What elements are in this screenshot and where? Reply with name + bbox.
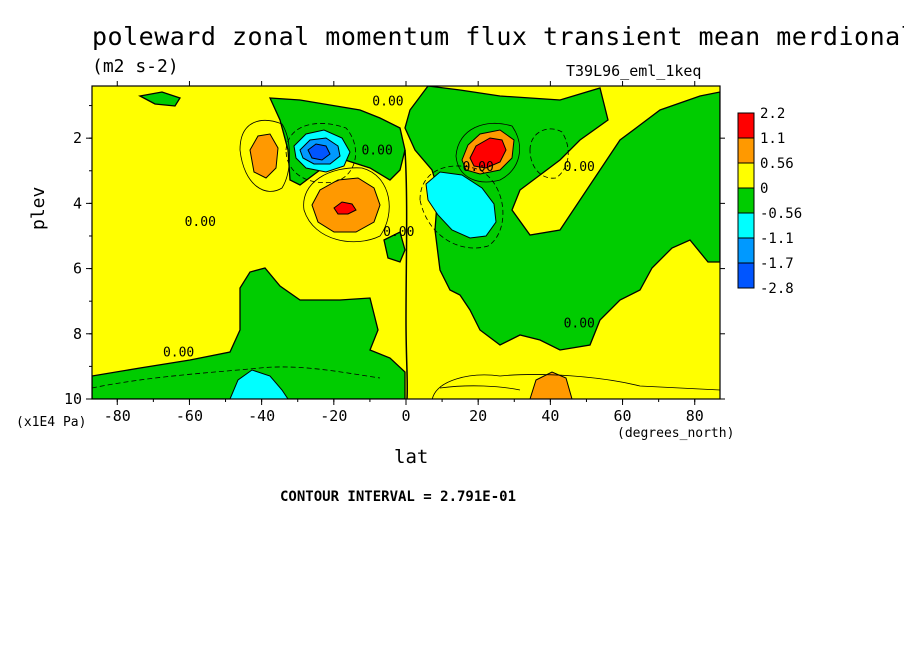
x-tick-label: 40	[541, 407, 559, 425]
legend-label: -2.8	[760, 281, 794, 297]
dashed-contour-line	[419, 165, 504, 249]
y-axis: 2 4 6 8 10	[64, 105, 725, 408]
legend-swatch	[737, 212, 755, 239]
dashed-contour-line	[285, 123, 356, 184]
contour-label: 0.00	[383, 225, 414, 240]
y-tick-label: 8	[73, 325, 82, 343]
legend-swatch	[737, 262, 755, 289]
y-tick-label: 10	[64, 390, 82, 408]
legend-label: 0.56	[760, 156, 794, 172]
contour-line	[303, 167, 390, 243]
contour-label: 0.00	[163, 346, 194, 361]
negative-region-equator	[383, 231, 406, 263]
color-legend: 2.2 1.1 0.56 0 -0.56 -1.1 -1.7 -2.8	[737, 106, 802, 297]
contour-line	[239, 120, 290, 192]
negative-mid-region-lower-sh	[229, 369, 289, 399]
x-axis-unit: (degrees_north)	[617, 426, 735, 441]
y-tick-label: 6	[73, 260, 82, 278]
y-tick-label: 4	[73, 194, 82, 212]
negative-strongest-region	[307, 143, 331, 161]
x-axis-label: lat	[394, 446, 429, 468]
legend-swatch	[737, 112, 755, 139]
legend-swatch	[737, 137, 755, 164]
x-tick-label: 80	[686, 407, 704, 425]
contour-line	[439, 385, 521, 391]
contour-value-labels: 0.00 0.00 0.00 0.00 0.00 0.00 0.00 0.00	[163, 95, 595, 361]
run-id-label: T39L96_eml_1keq	[566, 62, 702, 80]
contour-interval-label: CONTOUR INTERVAL = 2.791E-01	[280, 489, 517, 505]
legend-label: 0	[760, 181, 768, 197]
x-tick-label: 60	[614, 407, 632, 425]
x-tick-label: 20	[469, 407, 487, 425]
contour-line	[455, 122, 520, 183]
y-tick-label: 2	[73, 129, 82, 147]
dashed-contour-line	[92, 366, 381, 389]
legend-swatch	[737, 237, 755, 264]
contour-label: 0.00	[463, 160, 494, 175]
equator-contour	[404, 149, 409, 399]
legend-swatch	[737, 162, 755, 189]
negative-mid-region-nh	[425, 171, 497, 239]
filled-contours	[92, 86, 720, 399]
legend-label: -1.7	[760, 256, 794, 272]
contour-label: 0.00	[372, 95, 403, 110]
negative-region-small-left	[138, 91, 181, 107]
negative-region-lower-sh	[92, 267, 406, 399]
chart-title: poleward zonal momentum flux transient m…	[92, 22, 904, 51]
contour-label: 0.00	[564, 160, 595, 175]
x-tick-label: -80	[104, 407, 131, 425]
x-tick-label: -20	[320, 407, 347, 425]
x-axis: -80 -60 -40 -20 0 20 40 60 80	[104, 81, 704, 425]
contour-lines	[239, 120, 720, 399]
contour-label: 0.00	[361, 143, 392, 158]
legend-label: -1.1	[760, 231, 794, 247]
positive-strong-region-a	[469, 137, 507, 169]
x-tick-label: 0	[401, 407, 410, 425]
contour-label: 0.00	[185, 215, 216, 230]
dashed-contour-lines	[92, 123, 569, 389]
chart-units: (m2 s-2)	[92, 56, 179, 77]
contour-label: 0.00	[564, 316, 595, 331]
legend-label: -0.56	[760, 206, 802, 222]
legend-label: 1.1	[760, 131, 785, 147]
y-axis-unit: (x1E4 Pa)	[16, 415, 87, 430]
x-tick-label: -60	[176, 407, 203, 425]
positive-strong-region-b	[333, 201, 357, 215]
x-tick-label: -40	[248, 407, 275, 425]
legend-swatch	[737, 187, 755, 214]
positive-mid-region-a	[249, 133, 279, 179]
contour-line	[431, 374, 720, 399]
legend-label: 2.2	[760, 106, 785, 122]
